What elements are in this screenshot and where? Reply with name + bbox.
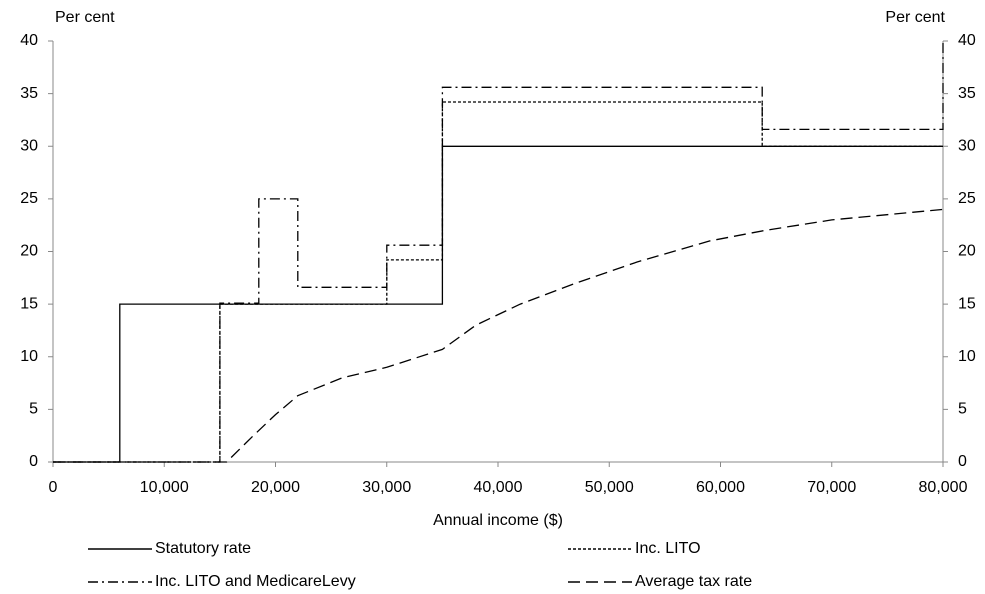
y-tick-label: 15 — [20, 295, 38, 312]
y-tick-label: 35 — [20, 85, 38, 102]
legend-label: Inc. LITO and MedicareLevy — [155, 573, 356, 590]
y2-tick-label: 40 — [958, 32, 976, 49]
y2-tick-label: 20 — [958, 243, 976, 260]
y-tick-label: 10 — [20, 348, 38, 365]
y-tick-label: 5 — [29, 401, 38, 418]
x-tick-label: 30,000 — [362, 479, 411, 496]
x-tick-label: 40,000 — [474, 479, 523, 496]
y2-tick-label: 35 — [958, 85, 976, 102]
series-line — [53, 101, 943, 463]
y2-axis-label: Per cent — [885, 9, 945, 26]
x-axis-label: Annual income ($) — [433, 512, 563, 529]
x-tick-label: 20,000 — [251, 479, 300, 496]
legend-label: Inc. LITO — [635, 540, 701, 557]
y-tick-label: 20 — [20, 243, 38, 260]
y2-tick-label: 15 — [958, 295, 976, 312]
legend-label: Average tax rate — [635, 573, 752, 590]
y2-tick-label: 5 — [958, 401, 967, 418]
y2-tick-label: 30 — [958, 137, 976, 154]
y2-tick-label: 0 — [958, 453, 967, 470]
y2-tick-label: 25 — [958, 190, 976, 207]
x-tick-label: 50,000 — [585, 479, 634, 496]
x-tick-label: 10,000 — [140, 479, 189, 496]
x-tick-label: 80,000 — [919, 479, 968, 496]
y2-tick-label: 10 — [958, 348, 976, 365]
x-tick-label: 70,000 — [807, 479, 856, 496]
legend-label: Statutory rate — [155, 540, 251, 557]
y-tick-label: 25 — [20, 190, 38, 207]
series-line — [53, 145, 943, 463]
x-tick-label: 60,000 — [696, 479, 745, 496]
y-tick-label: 30 — [20, 137, 38, 154]
x-tick-label: 0 — [49, 479, 58, 496]
y-axis-label: Per cent — [55, 9, 115, 26]
y-tick-label: 40 — [20, 32, 38, 49]
series-line — [53, 41, 944, 463]
y-tick-label: 0 — [29, 453, 38, 470]
series-line — [53, 208, 944, 463]
